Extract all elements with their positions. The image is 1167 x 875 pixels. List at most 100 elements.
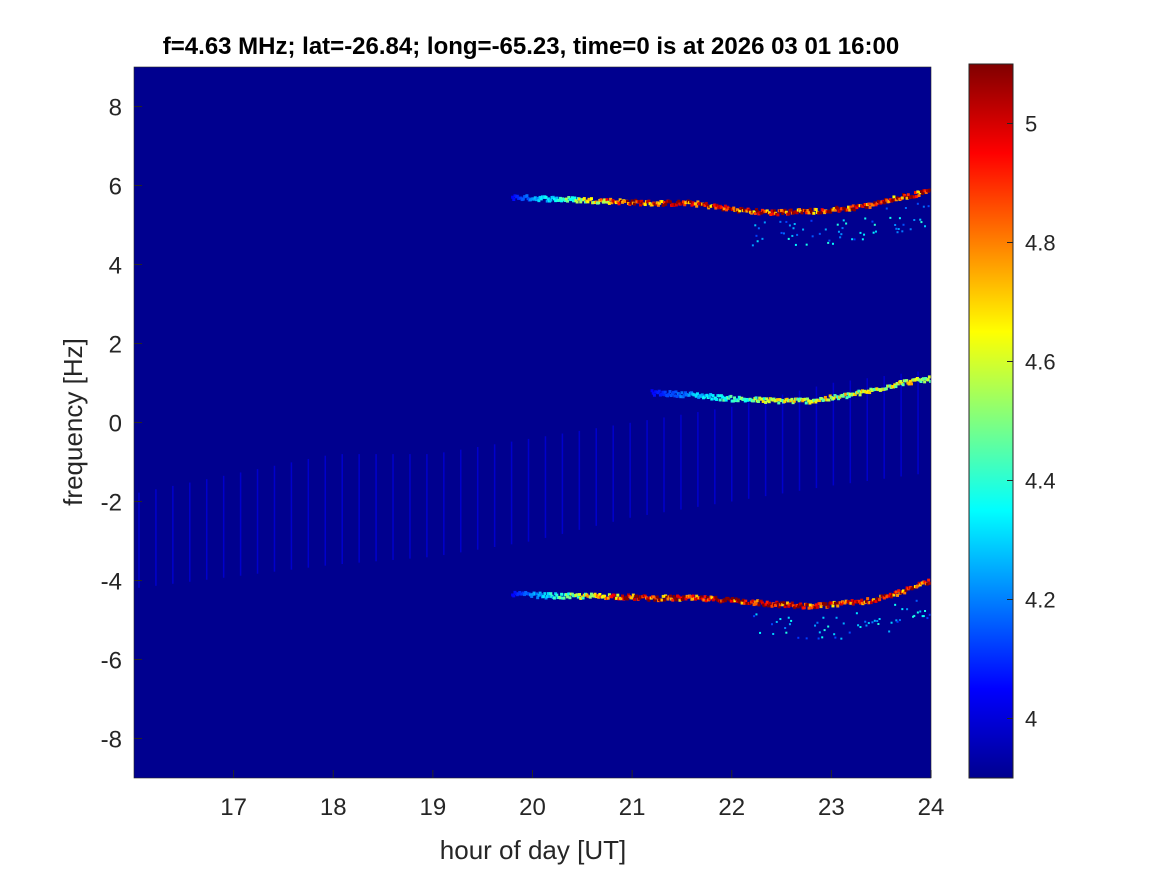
upper-trace-scatter — [927, 205, 930, 208]
middle-trace-point — [783, 400, 787, 404]
x-tick-label: 18 — [320, 794, 347, 821]
lower-trace-point — [809, 606, 813, 610]
lower-trace-point — [680, 597, 684, 601]
upper-trace-point — [643, 203, 647, 207]
upper-trace-point — [863, 203, 867, 207]
lower-trace-scatter — [827, 625, 830, 628]
lower-trace-point — [543, 592, 547, 596]
upper-trace-point — [582, 197, 586, 201]
x-tick-label: 23 — [818, 794, 845, 821]
upper-trace-point — [715, 203, 719, 207]
lower-trace-point — [757, 603, 761, 607]
middle-trace-point — [804, 401, 808, 405]
lower-trace-point — [830, 601, 834, 605]
lower-trace-point — [778, 603, 782, 607]
lower-trace-point — [904, 588, 908, 592]
upper-trace-point — [797, 208, 801, 212]
middle-trace-point — [844, 392, 848, 396]
lower-trace-point — [672, 595, 676, 599]
y-tick-label: -8 — [101, 727, 122, 754]
lower-trace-point — [753, 600, 757, 604]
upper-trace-point — [780, 208, 784, 212]
middle-trace-point — [762, 397, 766, 401]
lower-trace-point — [588, 595, 592, 599]
upper-trace-point — [760, 208, 764, 212]
lower-trace-point — [619, 597, 623, 601]
lower-trace-point — [752, 603, 756, 607]
upper-trace-point — [732, 206, 736, 210]
y-axis-label: frequency [Hz] — [58, 338, 88, 506]
lower-trace-point — [674, 598, 678, 602]
lower-trace-scatter — [821, 636, 824, 639]
upper-trace-point — [601, 200, 605, 204]
lower-trace-point — [851, 602, 855, 606]
lower-trace-point — [925, 582, 929, 586]
upper-trace-scatter — [916, 202, 919, 205]
middle-trace-point — [684, 391, 688, 395]
upper-trace-point — [683, 203, 687, 207]
upper-trace-point — [720, 205, 724, 209]
middle-trace-point — [668, 390, 672, 394]
upper-trace-scatter — [780, 231, 783, 234]
lower-trace-point — [673, 596, 677, 600]
upper-trace-point — [575, 200, 579, 204]
lower-trace-point — [607, 593, 611, 597]
middle-trace-point — [707, 394, 711, 398]
lower-trace-point — [691, 594, 695, 598]
lower-trace-point — [615, 596, 619, 600]
lower-trace-point — [536, 596, 540, 600]
lower-trace-point — [826, 605, 830, 609]
upper-trace-scatter — [837, 230, 840, 233]
upper-trace-point — [843, 207, 847, 211]
middle-trace-point — [832, 396, 836, 400]
middle-trace-point — [772, 397, 776, 401]
upper-trace-point — [753, 212, 757, 216]
middle-trace-point — [805, 397, 809, 401]
upper-trace-point — [519, 196, 523, 200]
lower-trace-point — [558, 596, 562, 600]
upper-trace-point — [913, 191, 917, 195]
upper-trace-point — [928, 188, 931, 192]
middle-trace-point — [810, 400, 814, 404]
lower-trace-point — [783, 605, 787, 609]
lower-trace-point — [894, 590, 898, 594]
lower-trace-scatter — [785, 631, 788, 634]
upper-trace-point — [537, 199, 541, 203]
upper-trace-point — [845, 208, 849, 212]
upper-trace-scatter — [898, 217, 901, 220]
middle-trace-point — [857, 389, 861, 393]
lower-trace-scatter — [772, 632, 775, 635]
lower-trace-point — [918, 583, 922, 587]
upper-trace-point — [875, 201, 879, 205]
y-tick-label: 4 — [109, 253, 122, 280]
middle-trace-point — [724, 398, 728, 402]
middle-trace-point — [894, 385, 898, 389]
middle-trace-point — [694, 394, 698, 398]
middle-trace-point — [761, 399, 765, 403]
upper-trace-scatter — [904, 206, 907, 209]
upper-trace-scatter — [756, 240, 759, 243]
upper-trace-point — [696, 200, 700, 204]
lower-trace-scatter — [779, 618, 782, 621]
lower-trace-point — [760, 601, 764, 605]
upper-trace-scatter — [827, 241, 830, 244]
middle-trace-point — [896, 382, 900, 386]
upper-trace-point — [589, 197, 593, 201]
colorbar-tick-label: 4 — [1025, 707, 1037, 732]
middle-trace-point — [742, 397, 746, 401]
chart-title: f=4.63 MHz; lat=-26.84; long=-65.23, tim… — [163, 33, 899, 60]
middle-trace-point — [790, 397, 794, 401]
lower-trace-point — [916, 584, 920, 588]
lower-trace-point — [849, 601, 853, 605]
upper-trace-point — [855, 206, 859, 210]
upper-trace-point — [832, 207, 836, 211]
lower-trace-point — [534, 592, 538, 596]
upper-trace-point — [655, 201, 659, 205]
upper-trace-scatter — [818, 232, 821, 235]
lower-trace-point — [529, 593, 533, 597]
lower-trace-point — [903, 591, 907, 595]
lower-trace-point — [637, 596, 641, 600]
upper-trace-scatter — [782, 232, 785, 235]
lower-trace-point — [652, 595, 656, 599]
